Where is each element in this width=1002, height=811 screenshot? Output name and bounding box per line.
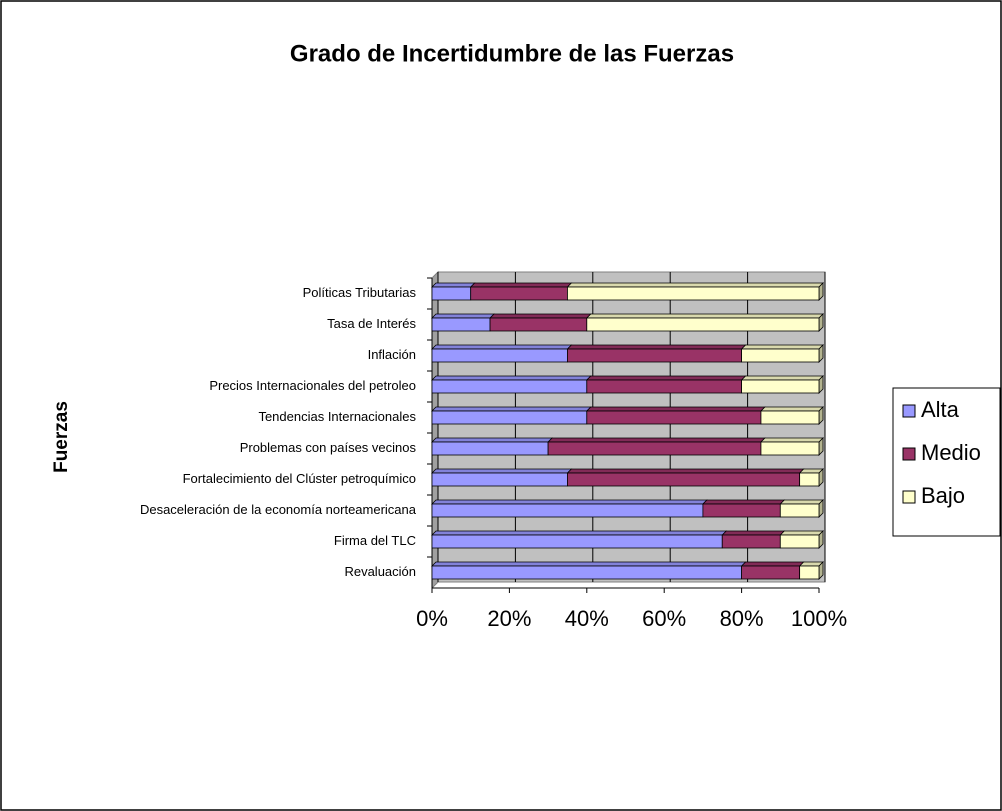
bar: [741, 348, 820, 363]
x-tick-label: 80%: [720, 606, 764, 631]
bar: [431, 441, 549, 456]
bar-top-face: [431, 282, 476, 288]
bar: [431, 534, 723, 549]
bar: [431, 503, 704, 518]
bar-top-face: [585, 375, 747, 381]
bar-top-face: [740, 561, 805, 567]
bar-top-face: [566, 344, 747, 350]
bar-top-face: [547, 437, 766, 443]
bar-top-face: [431, 344, 573, 350]
x-tick-label: 100%: [791, 606, 847, 631]
y-tick-label: Revaluación: [344, 564, 416, 579]
bar-top-face: [759, 437, 824, 443]
bar: [567, 286, 820, 301]
bar-top-face: [779, 499, 824, 505]
y-tick-label: Problemas con países vecinos: [240, 440, 417, 455]
bar-top-face: [431, 375, 592, 381]
bar-top-face: [431, 406, 592, 412]
bar: [760, 441, 820, 456]
bar: [741, 565, 801, 580]
bar-top-face: [585, 313, 824, 319]
chart-title: Grado de Incertidumbre de las Fuerzas: [290, 40, 734, 67]
y-tick-label: Tasa de Interés: [327, 316, 416, 331]
bar-top-face: [431, 313, 496, 319]
bar: [799, 565, 820, 580]
bar: [431, 565, 743, 580]
bar: [586, 317, 820, 332]
bar: [586, 379, 742, 394]
legend-label: Bajo: [921, 483, 965, 508]
y-tick-label: Firma del TLC: [334, 533, 416, 548]
bar: [431, 286, 472, 301]
bar: [779, 503, 820, 518]
legend-swatch: [902, 490, 916, 504]
y-tick-label: Tendencias Internacionales: [258, 409, 416, 424]
bar: [431, 379, 588, 394]
bar: [547, 441, 762, 456]
legend-swatch: [902, 404, 916, 418]
bar-top-face: [489, 313, 592, 319]
bar-top-face: [740, 344, 824, 350]
bar: [702, 503, 781, 518]
bar-top-face: [740, 375, 824, 381]
bar-top-face: [779, 530, 824, 536]
bar: [431, 348, 568, 363]
bar: [586, 410, 762, 425]
bar: [470, 286, 568, 301]
bar: [799, 472, 820, 487]
bar-top-face: [721, 530, 786, 536]
y-tick-label: Desaceleración de la economía norteameri…: [140, 502, 417, 517]
bar: [567, 472, 801, 487]
bar: [760, 410, 820, 425]
bar: [431, 472, 568, 487]
bar-top-face: [431, 437, 554, 443]
bar: [721, 534, 781, 549]
x-tick-label: 40%: [565, 606, 609, 631]
bar: [431, 317, 491, 332]
legend-label: Alta: [921, 397, 960, 422]
bar-top-face: [566, 468, 805, 474]
bar-top-face: [431, 468, 573, 474]
y-tick-label: Políticas Tributarias: [303, 285, 417, 300]
bar-top-face: [431, 530, 728, 536]
y-tick-label: Precios Internacionales del petroleo: [209, 378, 416, 393]
y-axis-label: Fuerzas: [51, 401, 72, 473]
bar-top-face: [469, 282, 573, 288]
legend-swatch: [902, 447, 916, 461]
bar: [489, 317, 588, 332]
y-tick-label: Fortalecimiento del Clúster petroquímico: [183, 471, 416, 486]
bar-top-face: [585, 406, 766, 412]
bar-top-face: [566, 282, 824, 288]
bar-top-face: [431, 499, 708, 505]
bar: [431, 410, 588, 425]
x-tick-label: 0%: [416, 606, 448, 631]
bar: [567, 348, 743, 363]
bar: [779, 534, 820, 549]
y-tick-label: Inflación: [368, 347, 416, 362]
x-tick-label: 20%: [487, 606, 531, 631]
bar-top-face: [431, 561, 747, 567]
bar: [741, 379, 820, 394]
x-tick-label: 60%: [642, 606, 686, 631]
legend-label: Medio: [921, 440, 981, 465]
bar-top-face: [759, 406, 824, 412]
bar-top-face: [701, 499, 786, 505]
